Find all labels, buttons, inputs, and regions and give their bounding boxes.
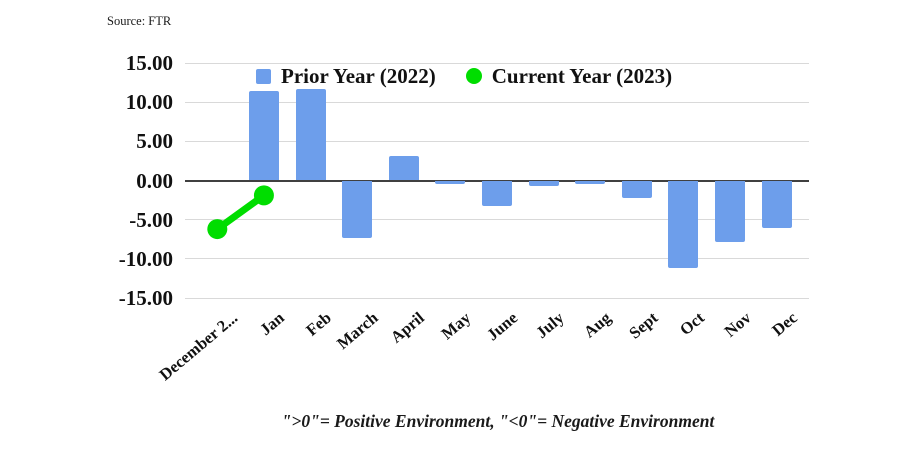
source-attribution: Source: FTR <box>107 14 172 28</box>
bar-prior-year-feb <box>295 88 326 181</box>
chart-caption: ">0"= Positive Environment, "<0"= Negati… <box>281 411 715 431</box>
gridline <box>185 297 809 299</box>
bar-prior-year-aug <box>575 180 606 184</box>
y-axis-tick-label: -10.00 <box>118 246 173 271</box>
current-year-data-point <box>207 219 228 240</box>
gridline <box>185 62 809 64</box>
bar-prior-year-dec <box>761 180 792 228</box>
y-axis-tick-label: -15.00 <box>118 286 173 310</box>
bar-prior-year-march <box>342 180 373 238</box>
gridline <box>185 219 809 221</box>
bar-prior-year-sept <box>621 180 652 198</box>
bar-prior-year-june <box>482 180 512 206</box>
legend-label-prior-year: Prior Year (2022) <box>281 63 436 88</box>
chart-legend: Prior Year (2022) Current Year (2023) <box>256 62 672 90</box>
bar-prior-year-oct <box>668 180 699 269</box>
y-axis-tick-label: -5.00 <box>129 207 173 232</box>
current-year-legend-circle-icon <box>465 68 482 84</box>
bar-prior-year-april <box>388 156 419 181</box>
y-axis-tick-label: 15.00 <box>125 51 173 75</box>
y-axis-tick-label: 10.00 <box>125 90 173 115</box>
bar-prior-year-july <box>528 180 559 186</box>
gridline <box>185 101 809 103</box>
gridline <box>185 258 809 260</box>
bar-prior-year-jan <box>248 91 279 181</box>
current-year-data-point <box>253 185 274 206</box>
prior-year-legend-square-icon <box>256 68 271 84</box>
y-axis-tick-label: 5.00 <box>136 129 173 154</box>
y-axis-tick-label: 0.00 <box>136 168 173 193</box>
legend-label-current-year: Current Year (2023) <box>491 63 673 88</box>
bar-prior-year-nov <box>715 180 746 243</box>
gridline <box>185 140 809 142</box>
bar-prior-year-may <box>435 180 466 184</box>
